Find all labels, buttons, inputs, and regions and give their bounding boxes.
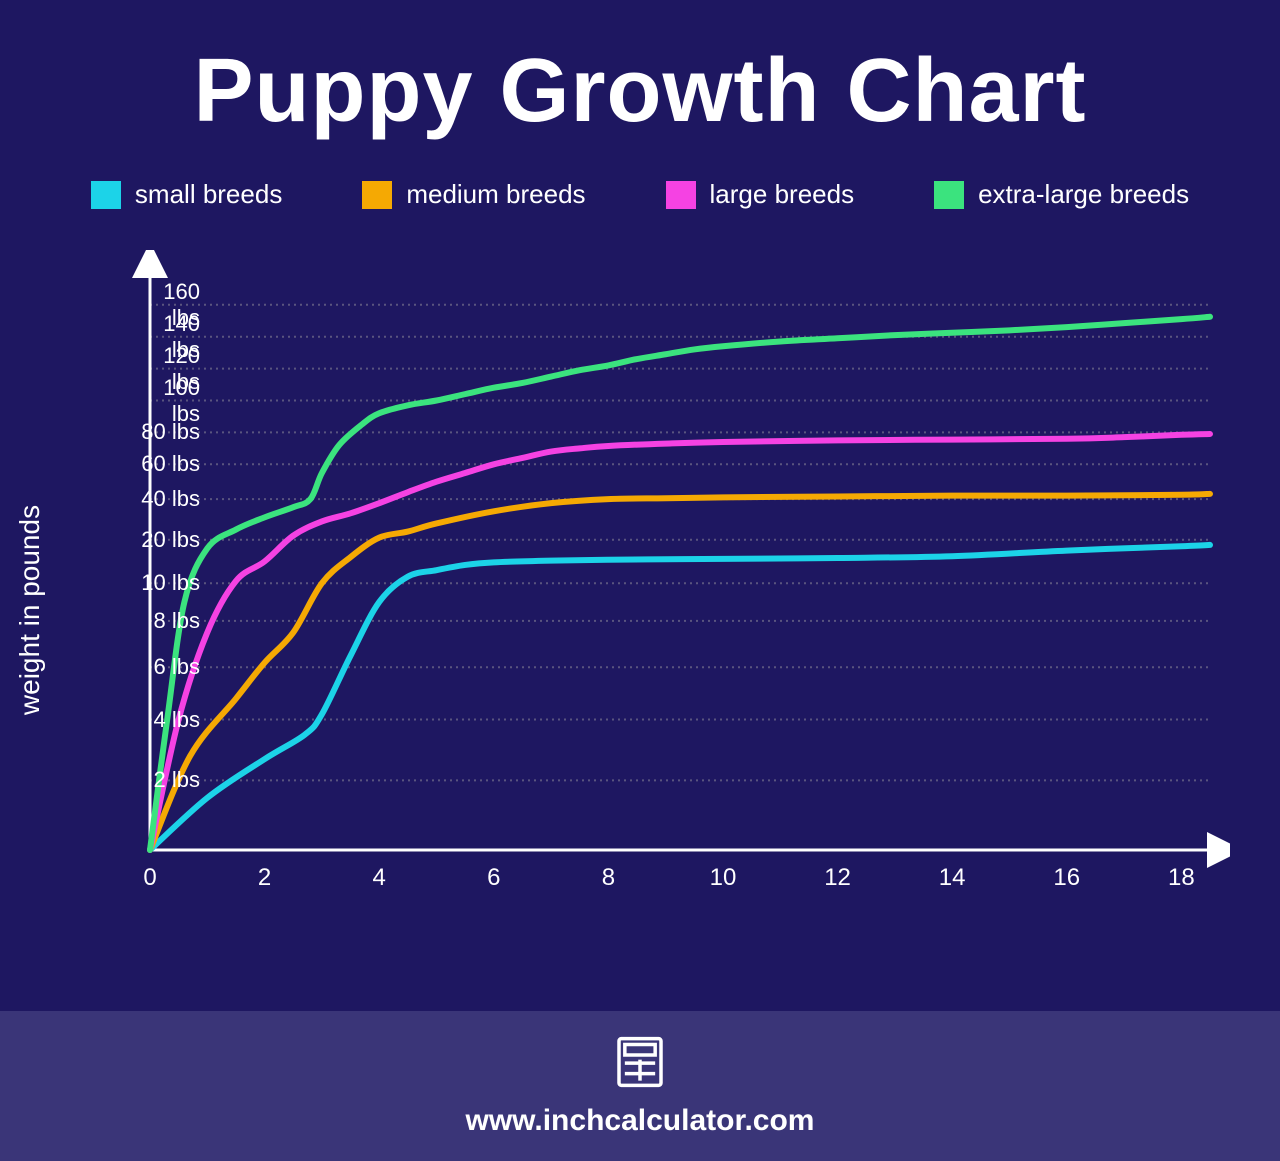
calculator-icon [612, 1034, 668, 1090]
legend-label-medium: medium breeds [406, 179, 585, 210]
x-tick-label: 2 [258, 864, 271, 892]
x-tick-label: 12 [824, 864, 851, 892]
legend-label-xlarge: extra-large breeds [978, 179, 1189, 210]
legend-item-xlarge: extra-large breeds [934, 179, 1189, 210]
x-tick-label: 6 [487, 864, 500, 892]
x-tick-label: 8 [602, 864, 615, 892]
footer: www.inchcalculator.com [0, 1011, 1280, 1161]
y-tick-label: 40 lbs [130, 486, 200, 512]
plot-svg [130, 250, 1230, 890]
swatch-large [666, 181, 696, 209]
y-tick-label: 8 lbs [130, 608, 200, 634]
y-tick-label: 160 lbs [130, 279, 200, 331]
legend-item-small: small breeds [91, 179, 282, 210]
y-tick-label: 10 lbs [130, 570, 200, 596]
swatch-small [91, 181, 121, 209]
y-tick-label: 60 lbs [130, 451, 200, 477]
x-tick-label: 10 [710, 864, 737, 892]
y-tick-label: 20 lbs [130, 527, 200, 553]
x-tick-label: 4 [373, 864, 386, 892]
x-tick-label: 16 [1053, 864, 1080, 892]
x-tick-label: 18 [1168, 864, 1195, 892]
legend-item-medium: medium breeds [362, 179, 585, 210]
x-tick-label: 14 [939, 864, 966, 892]
chart-area: weight in pounds age in months 2 lbs4 lb… [60, 250, 1240, 970]
legend-label-small: small breeds [135, 179, 282, 210]
y-tick-label: 6 lbs [130, 654, 200, 680]
legend-label-large: large breeds [710, 179, 855, 210]
legend: small breeds medium breeds large breeds … [0, 179, 1280, 210]
y-axis-title: weight in pounds [14, 505, 46, 715]
x-tick-label: 0 [143, 864, 156, 892]
footer-url: www.inchcalculator.com [466, 1104, 815, 1138]
legend-item-large: large breeds [666, 179, 855, 210]
swatch-xlarge [934, 181, 964, 209]
y-tick-label: 2 lbs [130, 767, 200, 793]
y-tick-label: 4 lbs [130, 707, 200, 733]
chart-title: Puppy Growth Chart [0, 0, 1280, 143]
swatch-medium [362, 181, 392, 209]
